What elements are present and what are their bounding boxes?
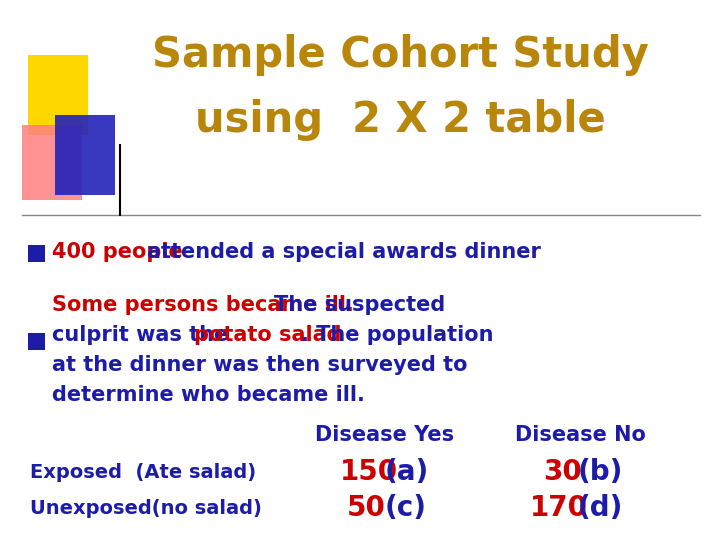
- Text: Exposed  (Ate salad): Exposed (Ate salad): [30, 462, 256, 482]
- FancyBboxPatch shape: [55, 115, 115, 195]
- Text: (a): (a): [385, 458, 429, 486]
- FancyBboxPatch shape: [28, 55, 88, 135]
- Text: Disease No: Disease No: [515, 425, 645, 445]
- Text: attended a special awards dinner: attended a special awards dinner: [147, 242, 541, 262]
- Text: using  2 X 2 table: using 2 X 2 table: [194, 99, 606, 141]
- Text: (b): (b): [578, 458, 624, 486]
- Text: (d): (d): [578, 494, 624, 522]
- Text: determine who became ill.: determine who became ill.: [52, 385, 365, 405]
- Text: The suspected: The suspected: [274, 295, 445, 315]
- Text: Unexposed(no salad): Unexposed(no salad): [30, 498, 262, 517]
- Text: potato salad: potato salad: [194, 325, 341, 345]
- FancyBboxPatch shape: [28, 245, 45, 262]
- Text: culprit was the: culprit was the: [52, 325, 228, 345]
- Text: Some persons became ill.: Some persons became ill.: [52, 295, 354, 315]
- Text: 50: 50: [347, 494, 386, 522]
- Text: at the dinner was then surveyed to: at the dinner was then surveyed to: [52, 355, 467, 375]
- Text: Disease Yes: Disease Yes: [315, 425, 454, 445]
- Text: (c): (c): [385, 494, 427, 522]
- FancyBboxPatch shape: [22, 125, 82, 200]
- FancyBboxPatch shape: [28, 333, 45, 350]
- Text: Sample Cohort Study: Sample Cohort Study: [152, 34, 649, 76]
- Text: 30: 30: [543, 458, 582, 486]
- Text: 400 people: 400 people: [52, 242, 183, 262]
- Text: 170: 170: [530, 494, 588, 522]
- Text: . The population: . The population: [301, 325, 493, 345]
- Text: 150: 150: [340, 458, 398, 486]
